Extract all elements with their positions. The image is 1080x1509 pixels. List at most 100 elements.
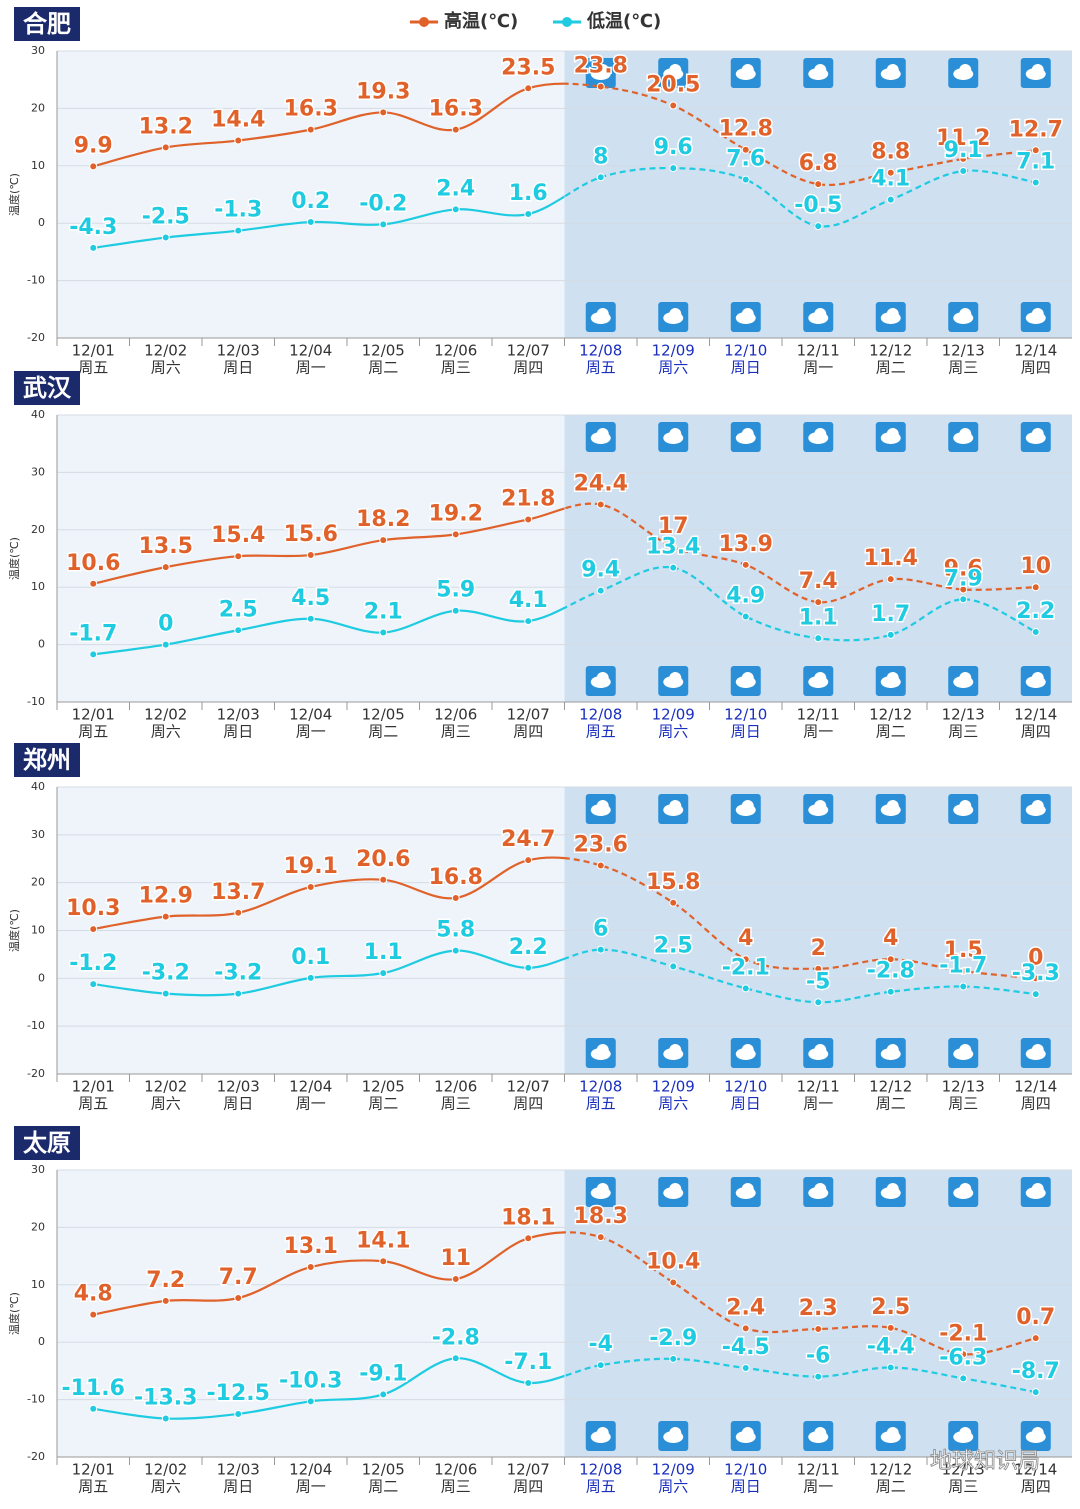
point [234,626,243,635]
value-label: -13.3 [134,1386,197,1411]
chart-title-box [14,1126,80,1160]
point [1031,990,1040,999]
weather-icon-cloud [669,1044,682,1056]
x-tick-label: 12/07 [507,1078,550,1096]
x-tick-sublabel: 周二 [876,1478,906,1496]
value-label: 11.4 [864,546,918,571]
y-tick-label: 20 [31,523,45,536]
x-tick-label: 12/08 [579,1461,622,1479]
value-label: 1.7 [871,602,910,627]
point [596,500,605,509]
point [886,195,895,204]
point [741,612,750,621]
value-label: 23.6 [574,832,628,857]
x-tick-label: 12/06 [434,342,477,360]
x-tick-sublabel: 周二 [368,1095,398,1113]
x-tick-label: 12/02 [144,1461,187,1479]
weather-icon-cloud [814,1044,827,1056]
x-tick-label: 12/11 [797,342,840,360]
x-tick-sublabel: 周一 [296,359,326,377]
x-tick-sublabel: 周三 [948,723,978,741]
x-tick-label: 12/06 [434,706,477,724]
weather-icon-cloud [741,428,754,440]
weather-icon-cloud [814,800,827,812]
x-tick-sublabel: 周二 [876,723,906,741]
point [306,614,315,623]
x-tick-sublabel: 周日 [223,1095,253,1113]
series-line [93,856,565,931]
x-tick-label: 12/04 [289,706,332,724]
point [886,1363,895,1372]
value-label: 4.5 [291,586,330,611]
point [161,233,170,242]
y-tick-label: 30 [31,465,45,478]
weather-icon-cloud [741,1427,754,1439]
x-tick-sublabel: 周五 [586,1478,616,1496]
weather-icon-cloud [814,1183,827,1195]
value-label: -5 [806,969,830,994]
x-tick-sublabel: 周一 [296,1478,326,1496]
weather-icon-cloud [596,1044,609,1056]
value-label: 2.1 [364,600,403,625]
weather-icon-cloud [886,1183,899,1195]
point [886,630,895,639]
x-tick-sublabel: 周四 [1021,1095,1051,1113]
point [379,536,388,545]
point [89,162,98,171]
x-tick-sublabel: 周三 [441,723,471,741]
point [451,946,460,955]
forecast-line [564,82,1036,187]
value-label: -3.2 [214,961,262,986]
value-label: 13.4 [646,535,700,560]
value-label: 11.2 [936,126,990,151]
chart-panel: 合肥温度(℃)-20-10010203012/01周五12/02周六12/03周… [7,7,1072,377]
weather-icon-cloud [886,1427,899,1439]
value-label: 13.7 [211,880,265,905]
x-tick-sublabel: 周三 [441,1095,471,1113]
point [886,168,895,177]
value-label: 2.4 [436,176,475,201]
x-tick-label: 12/12 [869,342,912,360]
x-tick-label: 12/07 [507,342,550,360]
point [669,101,678,110]
value-label: 21.8 [501,486,555,511]
chart-panel: 郑州温度(℃)-20-1001020304012/01周五12/02周六12/0… [7,743,1072,1113]
x-tick-sublabel: 周三 [948,1478,978,1496]
weather-icon-cloud [596,672,609,684]
point [234,552,243,561]
x-tick-sublabel: 周六 [151,1478,181,1496]
x-tick-sublabel: 周五 [586,359,616,377]
x-tick-sublabel: 周五 [78,1095,108,1113]
y-tick-label: 0 [38,1335,45,1348]
y-tick-label: 30 [31,44,45,57]
weather-icon-cloud [669,64,682,76]
value-label: -1.2 [69,951,117,976]
x-tick-sublabel: 周五 [78,723,108,741]
plot-background [57,1170,565,1457]
forecast-background [564,415,1072,702]
x-tick-sublabel: 周三 [948,359,978,377]
point [596,1361,605,1370]
x-tick-label: 12/06 [434,1078,477,1096]
value-label: 2.5 [219,597,258,622]
value-label: 2.2 [1016,599,1055,624]
point [669,164,678,173]
chart-title-box [14,371,80,405]
x-tick-label: 12/02 [144,706,187,724]
x-tick-label: 12/09 [652,706,695,724]
value-label: 2.5 [654,933,693,958]
y-tick-label: 10 [31,924,45,937]
point [89,1310,98,1319]
point [886,1323,895,1332]
point [451,893,460,902]
x-tick-sublabel: 周二 [368,1478,398,1496]
legend-dot [562,17,572,27]
weather-icon-cloud [669,308,682,320]
x-tick-label: 12/05 [362,1461,405,1479]
point [161,143,170,152]
y-tick-label: 20 [31,1220,45,1233]
value-label: -4 [589,1332,613,1357]
y-axis-label: 温度(℃) [7,909,21,952]
value-label: -10.3 [279,1368,342,1393]
value-label: 20.6 [356,847,410,872]
